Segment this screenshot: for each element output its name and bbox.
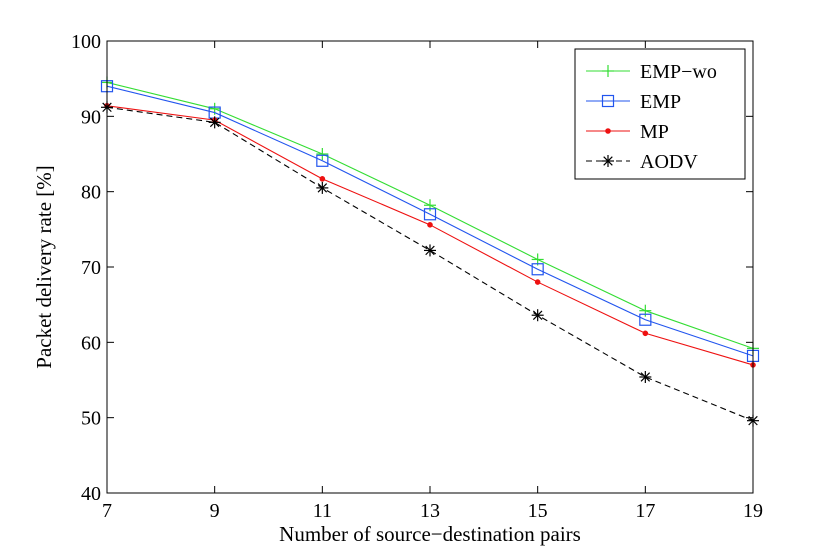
data-point <box>423 208 437 221</box>
data-point <box>642 330 649 337</box>
y-tick-label: 100 <box>71 31 101 53</box>
legend-label: EMP <box>640 91 681 113</box>
data-point <box>316 148 329 160</box>
y-tick-label: 50 <box>81 408 101 430</box>
x-tick-label: 13 <box>420 500 440 522</box>
x-tick-label: 17 <box>635 500 655 522</box>
data-point <box>319 176 326 182</box>
ticks-layer: 7 9 11 13 15 17 19 40 50 60 70 80 90 100 <box>71 31 763 522</box>
x-tick-label: 7 <box>102 500 112 522</box>
data-point <box>531 263 544 276</box>
x-tick-label: 19 <box>743 500 763 522</box>
legend-label: MP <box>640 121 669 143</box>
x-tick-label: 11 <box>313 500 332 522</box>
legend: EMP−wo EMP MP AODV <box>574 48 746 180</box>
data-point <box>208 116 221 129</box>
x-tick-label: 15 <box>528 500 548 522</box>
y-tick-label: 60 <box>81 332 101 354</box>
legend-entry: MP <box>586 121 669 143</box>
legend-marker <box>602 65 614 77</box>
y-tick-label: 80 <box>81 182 101 204</box>
y-tick-label: 70 <box>81 257 101 279</box>
legend-entry: EMP−wo <box>586 61 717 83</box>
x-axis-label: Number of source−destination pairs <box>279 522 581 546</box>
legend-marker <box>601 94 615 108</box>
data-point <box>534 279 541 285</box>
data-point <box>639 370 652 383</box>
legend-marker <box>605 128 611 134</box>
legend-marker <box>602 155 614 167</box>
data-point <box>639 313 652 326</box>
data-point <box>531 309 544 322</box>
data-point <box>316 154 329 167</box>
data-point <box>427 222 433 228</box>
y-tick-label: 40 <box>81 483 101 505</box>
legend-entry: EMP <box>586 91 681 113</box>
legend-label: EMP−wo <box>640 61 717 83</box>
y-tick-label: 90 <box>81 106 101 128</box>
data-point <box>316 181 329 194</box>
x-tick-label: 9 <box>210 500 220 522</box>
y-axis-label: Packet delivery rate [%] <box>32 165 56 368</box>
series-line <box>106 85 754 357</box>
legend-entry: AODV <box>586 151 698 173</box>
series-layer <box>100 76 760 427</box>
data-point <box>424 244 436 257</box>
legend-label: AODV <box>640 151 698 173</box>
